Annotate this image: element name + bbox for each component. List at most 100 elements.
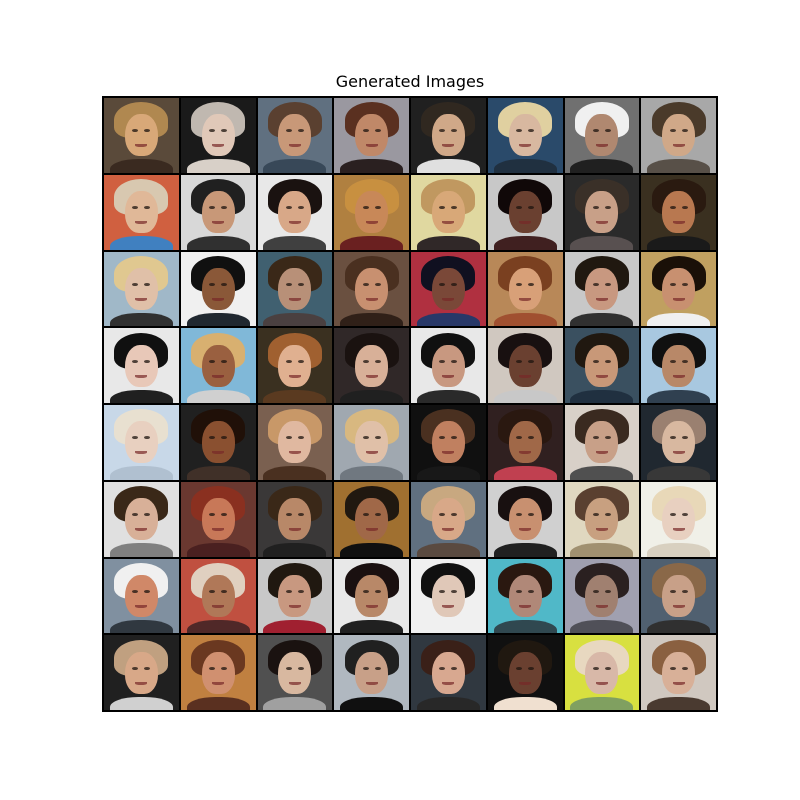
left-eye xyxy=(285,436,292,440)
left-eye xyxy=(592,436,599,440)
shoulders-region xyxy=(263,619,327,634)
generated-image-tile xyxy=(334,558,409,634)
shoulders-region xyxy=(416,236,480,250)
face-region xyxy=(431,344,465,387)
left-eye xyxy=(439,436,446,440)
left-eye xyxy=(592,129,599,133)
generated-image-tile xyxy=(104,481,179,557)
left-eye xyxy=(209,206,216,210)
right-eye xyxy=(528,666,535,670)
right-eye xyxy=(604,282,611,286)
mouth xyxy=(442,144,455,148)
generated-image-tile xyxy=(104,174,179,250)
left-eye xyxy=(132,129,139,133)
right-eye xyxy=(528,282,535,286)
shoulders-region xyxy=(493,159,557,173)
mouth xyxy=(365,681,378,685)
shoulders-region xyxy=(263,389,327,403)
right-eye xyxy=(144,666,151,670)
mouth xyxy=(135,451,148,455)
mouth xyxy=(672,374,685,378)
generated-image-tile xyxy=(104,328,179,403)
face-region xyxy=(508,267,542,310)
left-eye xyxy=(132,436,139,440)
left-eye xyxy=(209,129,216,133)
left-eye xyxy=(669,206,676,210)
left-eye xyxy=(592,666,599,670)
generated-image-tile xyxy=(564,328,640,403)
shoulders-region xyxy=(647,159,710,173)
generated-image-tile xyxy=(487,174,563,250)
generated-image-tile xyxy=(257,405,333,480)
mouth xyxy=(288,604,301,608)
mouth xyxy=(365,144,378,148)
left-eye xyxy=(439,513,446,517)
right-eye xyxy=(528,589,535,593)
mouth xyxy=(288,221,301,225)
mouth xyxy=(135,604,148,608)
shoulders-region xyxy=(109,389,173,403)
right-eye xyxy=(604,513,611,517)
shoulders-region xyxy=(416,312,480,327)
shoulders-region xyxy=(109,696,173,710)
face-region xyxy=(662,421,696,464)
mouth xyxy=(672,221,685,225)
right-eye xyxy=(297,206,304,210)
shoulders-region xyxy=(493,312,557,327)
mouth xyxy=(519,221,532,225)
face-region xyxy=(508,191,542,234)
generated-image-tile xyxy=(257,558,333,634)
face-region xyxy=(508,651,542,694)
mouth xyxy=(135,528,148,532)
generated-image-tile xyxy=(641,251,716,327)
left-eye xyxy=(209,589,216,593)
shoulders-region xyxy=(109,543,173,557)
right-eye xyxy=(144,206,151,210)
generated-image-tile xyxy=(564,251,640,327)
mouth xyxy=(595,604,608,608)
generated-image-tile xyxy=(564,481,640,557)
shoulders-region xyxy=(647,696,710,710)
generated-image-tile xyxy=(411,98,486,173)
shoulders-region xyxy=(647,543,710,557)
right-eye xyxy=(451,359,458,363)
mouth xyxy=(672,144,685,148)
left-eye xyxy=(516,666,523,670)
right-eye xyxy=(221,282,228,286)
face-region xyxy=(355,267,389,310)
left-eye xyxy=(439,129,446,133)
face-region xyxy=(585,191,619,234)
left-eye xyxy=(285,129,292,133)
mouth xyxy=(442,221,455,225)
shoulders-region xyxy=(109,159,173,173)
left-eye xyxy=(132,666,139,670)
face-region xyxy=(662,574,696,617)
mouth xyxy=(519,451,532,455)
shoulders-region xyxy=(570,159,634,173)
mouth xyxy=(442,374,455,378)
mouth xyxy=(212,374,225,378)
face-region xyxy=(585,574,619,617)
right-eye xyxy=(451,513,458,517)
mouth xyxy=(595,297,608,301)
mouth xyxy=(442,297,455,301)
mouth xyxy=(288,144,301,148)
right-eye xyxy=(221,206,228,210)
left-eye xyxy=(439,282,446,286)
left-eye xyxy=(132,282,139,286)
right-eye xyxy=(297,666,304,670)
left-eye xyxy=(516,206,523,210)
face-region xyxy=(124,651,158,694)
left-eye xyxy=(516,513,523,517)
generated-image-tile xyxy=(257,251,333,327)
generated-image-tile xyxy=(641,635,716,710)
generated-image-tile xyxy=(180,328,256,403)
face-region xyxy=(355,574,389,617)
generated-image-tile xyxy=(487,558,563,634)
generated-image-tile xyxy=(257,98,333,173)
right-eye xyxy=(451,206,458,210)
left-eye xyxy=(362,206,369,210)
face-region xyxy=(431,421,465,464)
face-region xyxy=(124,498,158,541)
shoulders-region xyxy=(263,543,327,557)
